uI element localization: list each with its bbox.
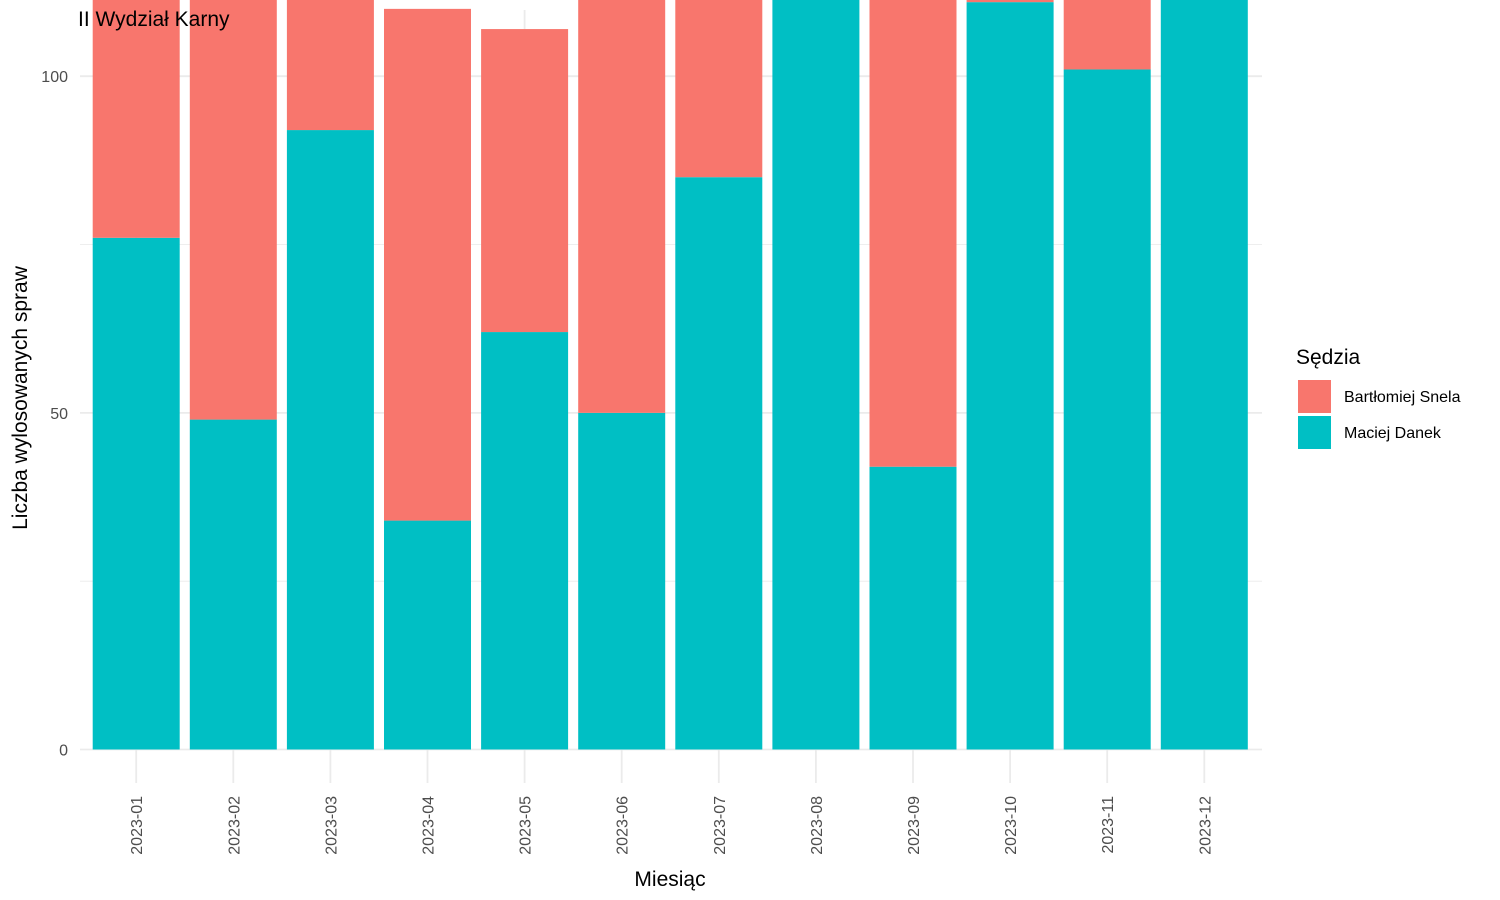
bar-segment <box>772 0 860 750</box>
y-tick-label: 50 <box>50 406 68 423</box>
bar-segment <box>92 237 180 750</box>
bar-segment <box>481 332 569 750</box>
bar-segment <box>1063 0 1151 70</box>
bar-segment <box>675 177 763 750</box>
bar-segment <box>384 520 471 750</box>
x-tick-label: 2023-06 <box>615 796 632 855</box>
bar-segment <box>92 0 180 238</box>
x-tick-label: 2023-12 <box>1197 796 1214 855</box>
chart-title: II Wydział Karny <box>78 8 230 31</box>
bar-segment <box>869 0 957 467</box>
bar-segment <box>578 412 666 750</box>
y-axis-title: Liczba wylosowanych spraw <box>9 265 32 530</box>
x-axis-title: Miesiąc <box>634 868 705 891</box>
x-tick-label: 2023-09 <box>906 796 923 855</box>
x-tick-label: 2023-11 <box>1100 796 1117 854</box>
bar-segment <box>1160 0 1248 750</box>
bar-segment <box>578 0 666 413</box>
x-axis-ticks: 2023-01 2023-02 2023-03 2023-04 2023-05 2023-… <box>129 796 1214 855</box>
bar-segment <box>966 2 1054 750</box>
bar-segment <box>286 130 374 750</box>
bar-segment <box>1063 69 1151 750</box>
legend-title: Sędzia <box>1296 346 1361 369</box>
legend-label: Maciej Danek <box>1344 425 1442 442</box>
bars <box>92 0 1248 750</box>
bar-segment <box>675 0 763 178</box>
legend-key <box>1298 380 1331 413</box>
legend: Sędzia Bartłomiej Snela Maciej Danek <box>1296 346 1461 449</box>
x-tick-label: 2023-07 <box>712 796 729 855</box>
bar-segment <box>966 0 1054 3</box>
bar-segment <box>189 419 277 750</box>
legend-label: Bartłomiej Snela <box>1344 389 1461 406</box>
bar-segment <box>189 0 277 420</box>
x-tick-label: 2023-10 <box>1003 796 1020 855</box>
y-tick-label: 100 <box>41 69 68 86</box>
x-tick-label: 2023-04 <box>421 796 438 855</box>
x-tick-label: 2023-05 <box>518 796 535 855</box>
x-tick-label: 2023-01 <box>129 796 146 855</box>
x-tick-label: 2023-02 <box>226 796 243 855</box>
y-axis-ticks: 050100150200 <box>41 69 68 760</box>
bar-segment <box>869 466 957 750</box>
legend-items: Bartłomiej Snela Maciej Danek <box>1298 380 1461 449</box>
legend-key <box>1298 416 1331 449</box>
x-tick-label: 2023-03 <box>323 796 340 855</box>
bar-segment <box>286 0 374 131</box>
bar-segment <box>481 29 569 333</box>
y-tick-label: 0 <box>59 743 68 760</box>
bar-segment <box>384 8 471 521</box>
x-tick-label: 2023-08 <box>809 796 826 855</box>
